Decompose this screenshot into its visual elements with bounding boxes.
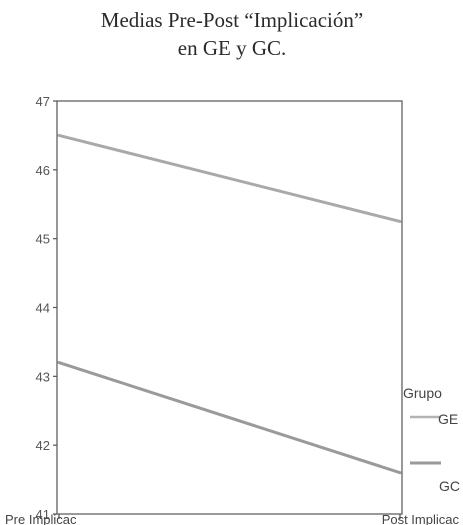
series-line-ge xyxy=(57,133,402,223)
y-tick-label-47: 47 xyxy=(36,94,50,109)
x-tick-label-1: Post Implicac xyxy=(382,512,460,525)
y-tick-label-41: 41 xyxy=(36,507,50,522)
x-axis: Pre Implicac Post Implicac xyxy=(5,512,459,525)
chart-title-line-2: en GE y GC. xyxy=(178,36,287,60)
y-tick-label-46: 46 xyxy=(36,163,50,178)
y-tick-label-44: 44 xyxy=(36,301,50,316)
y-axis: 41 42 43 44 45 46 47 xyxy=(36,94,57,522)
y-tick-label-42: 42 xyxy=(36,438,50,453)
plot-area xyxy=(56,100,403,515)
series-line-gc xyxy=(57,361,402,475)
y-tick-label-45: 45 xyxy=(36,232,50,247)
legend-label-ge: GE xyxy=(438,411,458,427)
legend-label-gc: GC xyxy=(439,478,460,494)
legend-title: Grupo xyxy=(403,385,442,401)
series-lines xyxy=(57,133,402,475)
x-tick-label-0: Pre Implicac xyxy=(5,512,77,525)
y-tick-label-43: 43 xyxy=(36,369,50,384)
legend: Grupo GE GC xyxy=(403,385,460,494)
chart-title-line-1: Medias Pre-Post “Implicación” xyxy=(101,8,363,32)
